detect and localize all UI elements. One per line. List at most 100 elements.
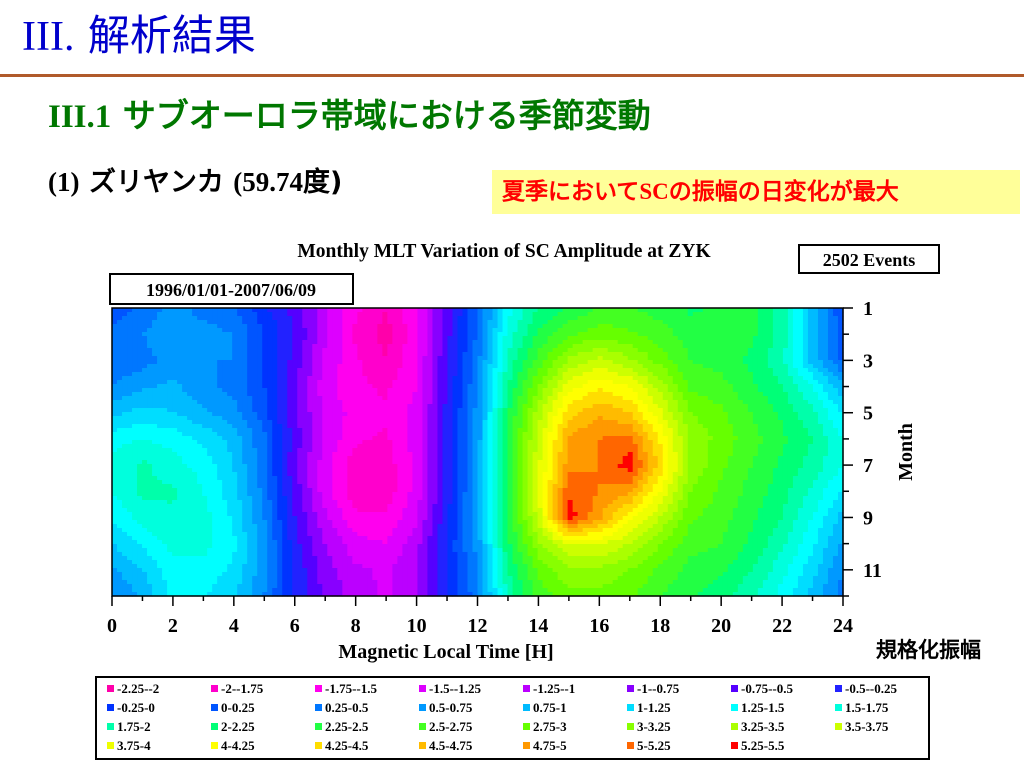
contour-cell [297, 344, 303, 349]
contour-cell [597, 324, 604, 329]
contour-cell [157, 356, 163, 361]
contour-cell [602, 320, 609, 325]
contour-cell [627, 428, 634, 433]
contour-cell [742, 388, 749, 393]
contour-cell [417, 440, 424, 445]
contour-cell [782, 344, 789, 349]
contour-cell [697, 344, 704, 349]
contour-cell [192, 372, 198, 377]
contour-cell [297, 428, 303, 433]
contour-cell [327, 396, 333, 401]
contour-cell [397, 324, 403, 329]
contour-cell [727, 404, 734, 409]
contour-cell [527, 356, 534, 361]
contour-cell [737, 384, 744, 389]
contour-cell [512, 392, 519, 397]
contour-cell [212, 352, 218, 357]
contour-cell [632, 308, 639, 313]
contour-cell [222, 428, 228, 433]
contour-cell [372, 348, 378, 353]
contour-cell [387, 440, 393, 445]
contour-cell [422, 420, 429, 425]
contour-cell [477, 412, 484, 417]
contour-cell [197, 360, 203, 365]
contour-cell [462, 344, 469, 349]
contour-cell [447, 324, 454, 329]
contour-cell [152, 408, 158, 413]
contour-cell [807, 400, 814, 405]
contour-cell [112, 356, 118, 361]
contour-cell [682, 420, 689, 425]
contour-cell [692, 424, 699, 429]
contour-cell [367, 348, 373, 353]
contour-cell [517, 436, 524, 441]
contour-cell [162, 364, 168, 369]
contour-cell [682, 412, 689, 417]
contour-cell [442, 372, 449, 377]
contour-cell [447, 420, 454, 425]
slide-title: III. 解析結果 [22, 8, 256, 65]
contour-cell [327, 420, 333, 425]
contour-cell [682, 436, 689, 441]
contour-cell [712, 396, 719, 401]
contour-cell [222, 336, 228, 341]
contour-cell [492, 376, 499, 381]
contour-cell [137, 364, 143, 369]
contour-cell [477, 356, 484, 361]
contour-cell [462, 416, 469, 421]
contour-cell [732, 424, 739, 429]
contour-cell [472, 328, 479, 333]
contour-cell [787, 372, 794, 377]
contour-cell [347, 348, 353, 353]
contour-cell [217, 412, 223, 417]
contour-cell [687, 384, 694, 389]
contour-cell [687, 312, 694, 317]
contour-cell [542, 384, 549, 389]
contour-cell [507, 336, 514, 341]
contour-cell [337, 336, 343, 341]
contour-cell [287, 324, 293, 329]
contour-cell [207, 340, 213, 345]
contour-cell [282, 340, 288, 345]
contour-cell [377, 440, 383, 445]
contour-cell [182, 312, 188, 317]
contour-cell [277, 376, 283, 381]
contour-cell [492, 352, 499, 357]
contour-cell [817, 380, 824, 385]
contour-cell [667, 420, 674, 425]
contour-cell [467, 340, 474, 345]
contour-cell [307, 388, 313, 393]
contour-cell [247, 364, 253, 369]
contour-cell [122, 436, 128, 441]
contour-cell [497, 316, 504, 321]
contour-cell [377, 404, 383, 409]
contour-cell [377, 324, 383, 329]
contour-cell [307, 404, 313, 409]
contour-cell [812, 316, 819, 321]
contour-cell [152, 368, 158, 373]
contour-cell [262, 336, 268, 341]
contour-cell [837, 312, 844, 317]
contour-cell [182, 408, 188, 413]
contour-cell [767, 356, 774, 361]
contour-cell [782, 440, 789, 445]
contour-cell [237, 412, 243, 417]
contour-cell [482, 404, 489, 409]
contour-cell [287, 388, 293, 393]
contour-cell [817, 376, 824, 381]
contour-cell [322, 348, 328, 353]
contour-cell [737, 368, 744, 373]
contour-cell [342, 352, 348, 357]
contour-cell [527, 340, 534, 345]
contour-cell [472, 336, 479, 341]
contour-cell [427, 336, 434, 341]
contour-cell [267, 424, 273, 429]
contour-cell [722, 428, 729, 433]
contour-cell [447, 340, 454, 345]
contour-cell [767, 392, 774, 397]
contour-cell [737, 344, 744, 349]
contour-cell [597, 400, 604, 405]
contour-cell [577, 336, 584, 341]
contour-cell [547, 344, 554, 349]
contour-cell [712, 436, 719, 441]
